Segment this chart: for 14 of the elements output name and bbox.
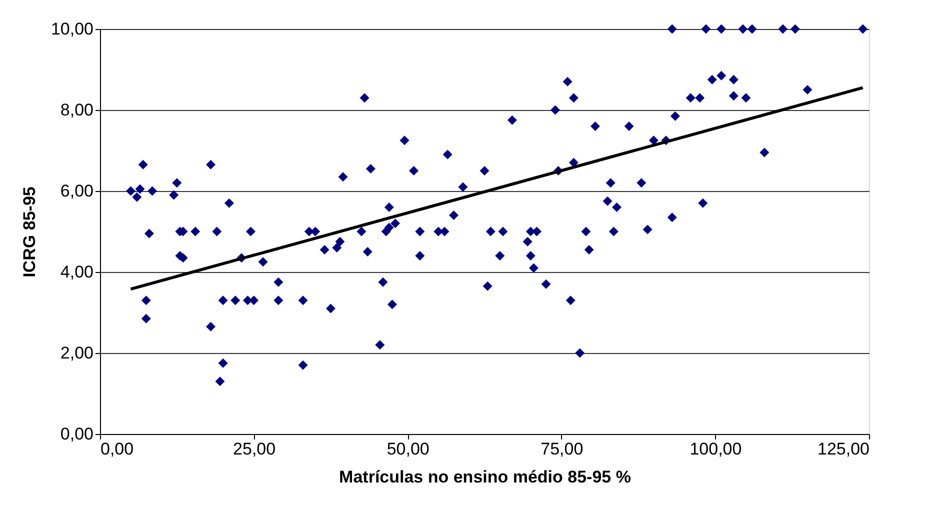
y-tick-label: 6,00 [60, 182, 94, 200]
y-tick-label: 2,00 [60, 344, 94, 362]
x-tick-label: 50,00 [386, 440, 430, 458]
x-axis-title: Matrículas no ensino médio 85-95 % [339, 468, 631, 486]
y-tick-label: 4,00 [60, 262, 94, 282]
x-tick-label: 100,00 [690, 440, 742, 458]
x-tick-label: 75,00 [540, 440, 584, 458]
y-tick-label: 8,00 [60, 100, 94, 120]
y-tick-label: 10,00 [50, 20, 94, 38]
x-tick-label: 25,00 [233, 440, 276, 458]
y-tick-label: 0,00 [60, 424, 94, 444]
x-tick-label: 0,00 [100, 440, 134, 458]
x-tick-label: 125,00 [818, 440, 870, 458]
y-axis-title: ICRG 85-95 [20, 186, 39, 278]
